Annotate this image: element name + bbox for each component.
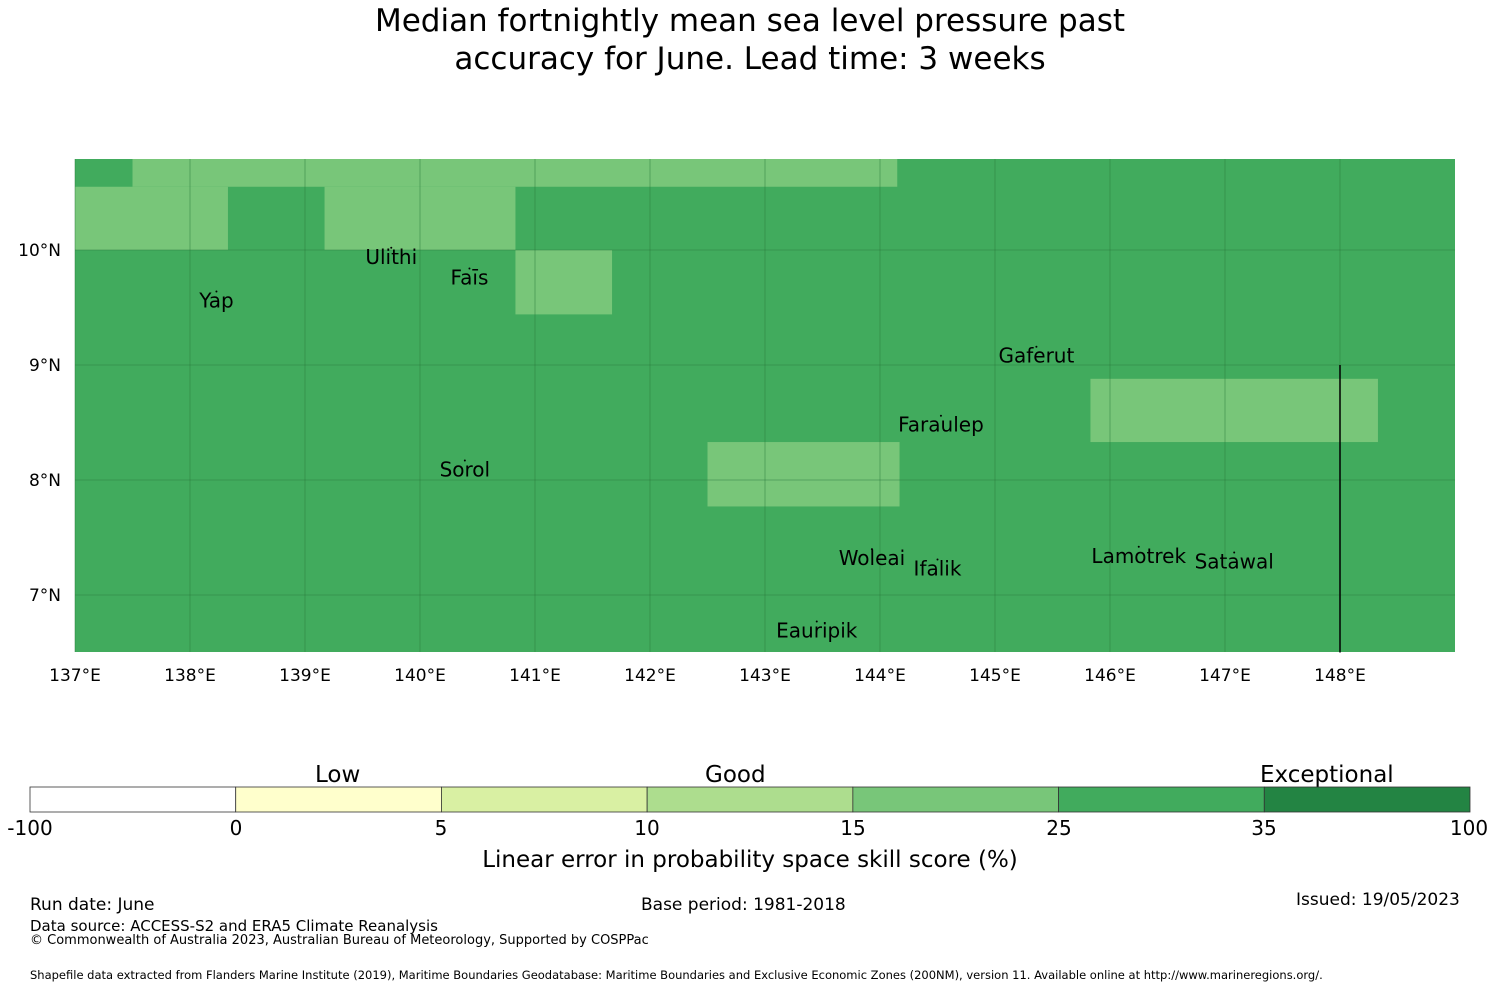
lon-tick-label: 147°E (1199, 666, 1251, 686)
place-label: Ulithi (365, 245, 417, 269)
lat-tick-label: 10°N (18, 241, 61, 261)
island-marker (468, 267, 471, 270)
issued-date: Issued: 19/05/2023 (1296, 890, 1460, 910)
colorbar-bin (852, 786, 1059, 813)
title-line-2: accuracy for June. Lead time: 3 weeks (454, 41, 1046, 77)
lon-tick-label: 141°E (509, 666, 561, 686)
chart-title: Median fortnightly mean sea level pressu… (0, 2, 1500, 78)
place-label: Lamotrek (1091, 544, 1186, 568)
lon-tick-label: 148°E (1314, 666, 1366, 686)
lon-tick-label: 144°E (854, 666, 906, 686)
skill-cell (707, 442, 900, 507)
island-marker (936, 558, 939, 561)
lon-tick-label: 145°E (969, 666, 1021, 686)
skill-cell (1090, 378, 1378, 443)
skill-cell (75, 159, 133, 187)
colorbar (29, 786, 1471, 813)
colorbar-bin (235, 786, 442, 813)
copyright: © Commonwealth of Australia 2023, Austra… (30, 933, 649, 948)
island-marker (870, 548, 873, 551)
category-label-good: Good (705, 762, 766, 788)
island-marker (463, 459, 466, 462)
lon-tick-label: 142°E (624, 666, 676, 686)
colorbar-tick: 15 (840, 816, 866, 840)
place-label: Yap (198, 289, 233, 313)
lat-tick-label: 8°N (29, 471, 61, 491)
colorbar-tick: 100 (1449, 816, 1489, 840)
island-marker (390, 246, 393, 249)
island-marker (815, 620, 818, 623)
colorbar-title: Linear error in probability space skill … (482, 847, 1018, 873)
island-marker (215, 290, 218, 293)
shapefile-credit: Shapefile data extracted from Flanders M… (30, 968, 1323, 982)
category-label-low: Low (315, 762, 361, 788)
data-source: Data source: ACCESS-S2 and ERA5 Climate … (30, 917, 438, 935)
place-label: Ifalik (914, 556, 962, 580)
colorbar-bin (29, 786, 237, 813)
colorbar-tick: 10 (634, 816, 660, 840)
island-marker (939, 414, 942, 417)
island-marker (1233, 551, 1236, 554)
lat-tick-label: 7°N (29, 586, 61, 606)
island-marker (1035, 345, 1038, 348)
colorbar-bin (1058, 786, 1265, 813)
place-label: Gaferut (998, 344, 1074, 368)
place-label: Eauripik (776, 619, 858, 643)
colorbar-tick: -100 (7, 816, 53, 840)
lon-tick-label: 140°E (394, 666, 446, 686)
skill-cell (75, 186, 228, 250)
lon-tick-label: 139°E (279, 666, 331, 686)
place-label: Faīs (450, 266, 488, 290)
lon-tick-label: 143°E (739, 666, 791, 686)
category-label-exceptional: Exceptional (1260, 762, 1394, 788)
skill-cell (515, 250, 613, 315)
colorbar-bin (441, 786, 648, 813)
run-date: Run date: June (30, 895, 155, 915)
base-period: Base period: 1981-2018 (641, 895, 846, 915)
place-label: Satawal (1195, 550, 1274, 574)
skill-map: 137°E 138°E 139°E 140°E 141°E 142°E 143°E 144°E… (18, 159, 1455, 686)
lat-tick-label: 9°N (29, 356, 61, 376)
colorbar-bin (1263, 786, 1471, 813)
colorbar-tick: 5 (434, 816, 448, 840)
lon-tick-label: 146°E (1084, 666, 1136, 686)
place-label: Faraulep (898, 413, 984, 437)
place-label: Sorol (440, 458, 491, 482)
title-line-1: Median fortnightly mean sea level pressu… (374, 3, 1126, 39)
colorbar-tick: 25 (1046, 816, 1072, 840)
colorbar-bin (646, 786, 854, 813)
lon-tick-label: 137°E (49, 666, 101, 686)
skill-cell (132, 159, 898, 187)
lon-tick-label: 138°E (164, 666, 216, 686)
island-marker (1137, 545, 1140, 548)
colorbar-tick: 0 (229, 816, 243, 840)
place-label: Woleai (839, 546, 906, 570)
colorbar-tick: 35 (1251, 816, 1277, 840)
